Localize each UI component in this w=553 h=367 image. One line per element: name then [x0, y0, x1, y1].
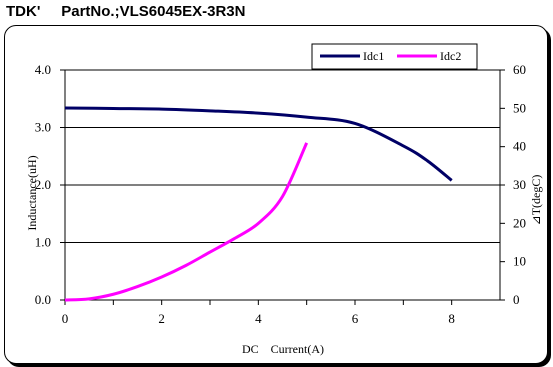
- chart-frame: [4, 25, 548, 364]
- series-line-idc2: [64, 142, 309, 302]
- y-right-tick-label-0: 0: [513, 292, 520, 307]
- x-tick-label-2: 4: [255, 311, 262, 326]
- x-axis-ticks: 0 2 4 6 8: [62, 300, 455, 326]
- y-right-tick-label-1: 10: [513, 254, 526, 269]
- y-left-tick-label-3: 3.0: [35, 120, 51, 135]
- y-right-tick-label-2: 20: [513, 215, 526, 230]
- y-right-tick-label-4: 40: [513, 139, 526, 154]
- x-tick-label-4: 8: [448, 311, 455, 326]
- y-right-tick-label-6: 60: [513, 62, 526, 77]
- y-left-tick-label-0: 0.0: [35, 292, 51, 307]
- part-number: PartNo.;VLS6045EX-3R3N: [61, 3, 246, 20]
- y-right-axis-label: ⊿T(degC): [529, 175, 543, 226]
- series-line-idc1: [64, 106, 453, 182]
- legend: Idc1 Idc2: [311, 43, 478, 70]
- gridlines: [65, 127, 500, 243]
- legend-label-idc2: Idc2: [440, 49, 461, 63]
- y-left-axis-ticks: 0.0 1.0 2.0 3.0 4.0: [35, 62, 65, 307]
- maker-label: TDK': [6, 3, 41, 20]
- x-tick-label-0: 0: [62, 311, 69, 326]
- y-right-tick-label-3: 30: [513, 177, 526, 192]
- chart-header: TDK' PartNo.;VLS6045EX-3R3N: [6, 3, 245, 20]
- series-lines: [64, 106, 453, 302]
- x-axis-label: DC Current(A): [242, 342, 324, 356]
- y-right-axis-ticks: 0 10 20 30 40 50 60: [500, 62, 526, 307]
- legend-box: [311, 43, 478, 70]
- y-left-tick-label-1: 1.0: [35, 235, 51, 250]
- y-left-axis-label: Inductance(uH): [25, 155, 39, 230]
- legend-label-idc1: Idc1: [363, 49, 384, 63]
- y-left-tick-label-2: 2.0: [35, 177, 51, 192]
- y-left-tick-label-4: 4.0: [35, 62, 51, 77]
- x-tick-label-1: 2: [158, 311, 165, 326]
- y-right-tick-label-5: 50: [513, 100, 526, 115]
- x-tick-label-3: 6: [352, 311, 359, 326]
